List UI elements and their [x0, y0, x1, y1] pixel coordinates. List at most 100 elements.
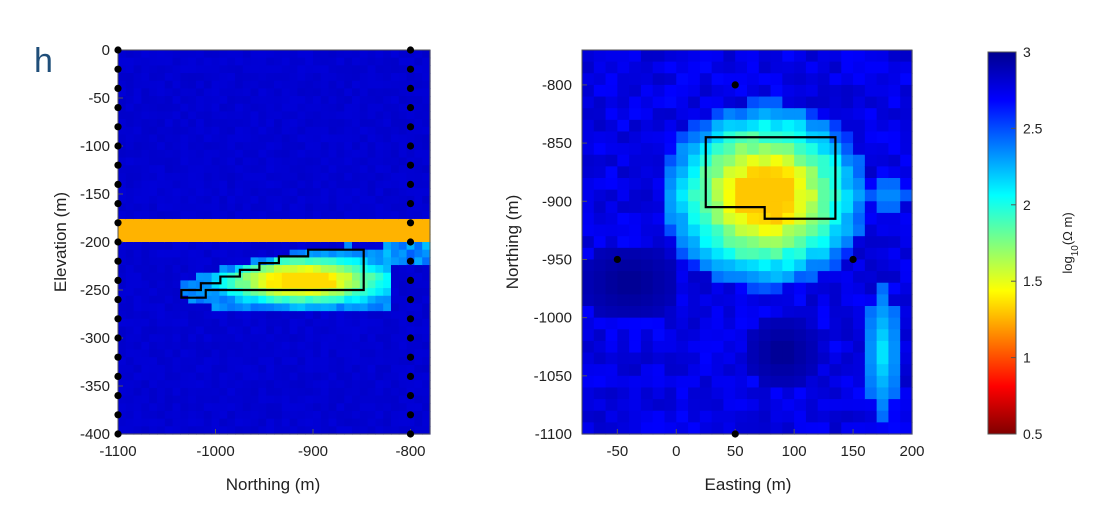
- heatmap-cell: [250, 188, 259, 197]
- heatmap-cell: [805, 422, 819, 435]
- heatmap-cell: [320, 195, 330, 205]
- heatmap-cell: [336, 280, 345, 289]
- heatmap-cell: [219, 180, 228, 189]
- heatmap-cell: [770, 108, 783, 121]
- heatmap-cell: [149, 410, 158, 420]
- heatmap-cell: [711, 364, 725, 377]
- heatmap-cell: [141, 57, 150, 66]
- heatmap-cell: [227, 203, 236, 212]
- heatmap-cell: [118, 372, 127, 381]
- heatmap-cell: [320, 403, 330, 412]
- heatmap-cell: [141, 50, 150, 59]
- heatmap-cell: [266, 357, 275, 366]
- heatmap-cell: [188, 280, 197, 289]
- heatmap-cell: [829, 236, 842, 249]
- heatmap-cell: [266, 111, 275, 120]
- heatmap-cell: [617, 212, 630, 226]
- heatmap-cell: [203, 57, 213, 66]
- heatmap-cell: [235, 303, 244, 312]
- heatmap-cell: [180, 50, 189, 59]
- heatmap-cell: [281, 157, 291, 166]
- heatmap-cell: [250, 418, 259, 427]
- heatmap-cell: [817, 340, 831, 354]
- heatmap-cell: [211, 211, 220, 220]
- heatmap-cell: [149, 157, 158, 166]
- heatmap-cell: [336, 426, 345, 435]
- heatmap-cell: [235, 249, 244, 258]
- heatmap-cell: [274, 341, 283, 351]
- heatmap-cell: [422, 257, 431, 266]
- heatmap-cell: [582, 143, 595, 156]
- heatmap-cell: [266, 218, 275, 228]
- heatmap-cell: [794, 154, 807, 167]
- heatmap-cell: [235, 149, 244, 159]
- heatmap-cell: [250, 126, 259, 136]
- heatmap-cell: [172, 242, 181, 251]
- heatmap-cell: [118, 387, 127, 397]
- heatmap-cell: [367, 226, 376, 235]
- heatmap-cell: [219, 349, 228, 358]
- heatmap-cell: [359, 88, 369, 97]
- heatmap-cell: [652, 352, 666, 365]
- heatmap-cell: [593, 340, 607, 354]
- heatmap-cell: [157, 272, 166, 281]
- heatmap-cell: [888, 212, 901, 226]
- heatmap-cell: [164, 249, 174, 258]
- heatmap-cell: [211, 134, 220, 143]
- heatmap-cell: [406, 418, 415, 427]
- heatmap-cell: [320, 234, 330, 243]
- heatmap-cell: [274, 165, 283, 174]
- heatmap-cell: [242, 119, 252, 128]
- heatmap-cell: [196, 410, 205, 420]
- heatmap-cell: [817, 201, 831, 214]
- heatmap-cell: [118, 73, 127, 82]
- heatmap-cell: [289, 426, 298, 435]
- heatmap-cell: [297, 295, 306, 305]
- heatmap-cell: [664, 108, 677, 121]
- heatmap-cell: [320, 111, 330, 120]
- plan-view-panel: -800-850-900-950-1000-1050-1100 -50 0 50 10…: [503, 49, 925, 494]
- heatmap-cell: [258, 403, 267, 412]
- heatmap-cell: [328, 318, 337, 328]
- heatmap-cell: [250, 157, 259, 166]
- heatmap-cell: [328, 165, 337, 174]
- heatmap-cell: [328, 142, 337, 151]
- heatmap-cell: [297, 272, 306, 281]
- heatmap-cell: [274, 311, 283, 320]
- heatmap-cell: [676, 166, 689, 179]
- heatmap-cell: [305, 96, 314, 105]
- heatmap-cell: [758, 410, 772, 423]
- heatmap-cell: [250, 142, 259, 151]
- heatmap-cell: [652, 317, 666, 330]
- heatmap-cell: [352, 126, 361, 136]
- heatmap-cell: [125, 257, 135, 266]
- x-tick-label: -900: [298, 443, 328, 460]
- heatmap-cell: [375, 180, 384, 189]
- heatmap-cell: [406, 172, 415, 182]
- heatmap-cell: [235, 349, 244, 358]
- heatmap-cell: [794, 201, 807, 214]
- heatmap-cell: [782, 306, 795, 319]
- heatmap-cell: [817, 282, 831, 295]
- heatmap-cell: [391, 65, 400, 74]
- heatmap-cell: [320, 280, 330, 289]
- heatmap-cell: [297, 119, 306, 128]
- heatmap-cell: [652, 259, 666, 272]
- heatmap-cell: [841, 84, 854, 98]
- heatmap-cell: [118, 188, 127, 197]
- electrode-marker: [406, 334, 415, 342]
- heatmap-cell: [605, 154, 618, 167]
- heatmap-cell: [900, 364, 913, 377]
- heatmap-cell: [274, 65, 283, 74]
- heatmap-cell: [149, 395, 158, 404]
- heatmap-cell: [305, 149, 314, 159]
- heatmap-cell: [888, 108, 901, 121]
- heatmap-cell: [711, 224, 725, 237]
- heatmap-cell: [289, 418, 298, 427]
- heatmap-cell: [782, 294, 795, 307]
- heatmap-cell: [758, 96, 772, 109]
- heatmap-cell: [328, 242, 337, 251]
- heatmap-cell: [900, 201, 913, 214]
- heatmap-cell: [711, 259, 725, 272]
- heatmap-cell: [782, 178, 795, 191]
